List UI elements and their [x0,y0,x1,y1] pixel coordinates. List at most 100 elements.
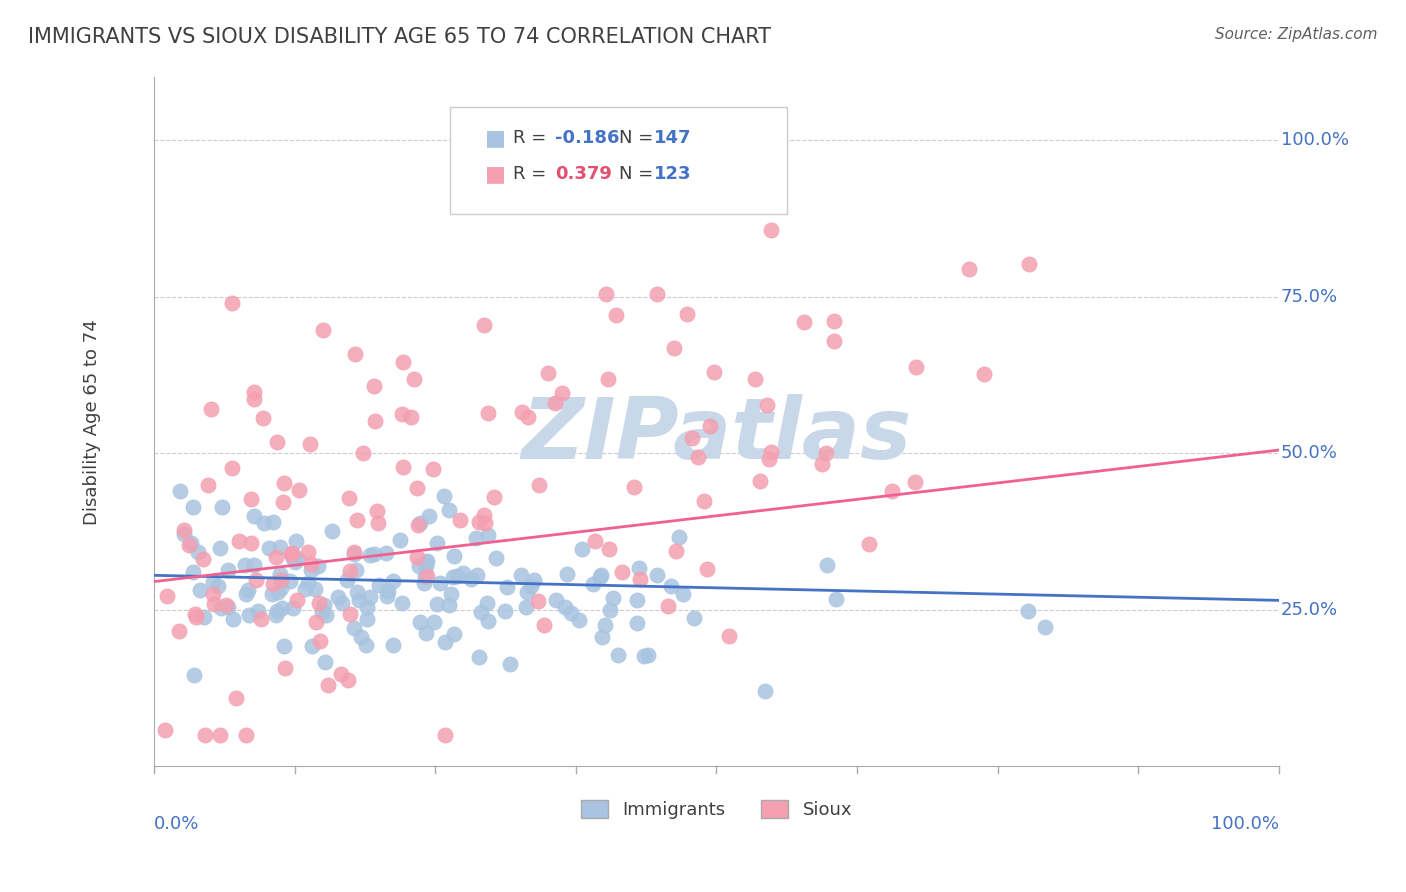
Point [312,598,335,612]
Point [314,656,336,670]
Point [298,437,321,451]
Point [208,541,231,556]
Point [360,548,382,562]
Point [207,579,229,593]
Text: 100.0%: 100.0% [1281,131,1348,149]
Point [451,566,474,580]
Point [336,573,359,587]
Point [366,504,388,518]
Point [236,582,259,597]
Point [520,579,543,593]
Point [266,550,288,565]
Point [281,601,304,615]
Text: N =: N = [619,129,658,147]
Point [793,315,815,329]
Point [243,392,266,406]
Point [305,615,328,629]
Point [225,690,247,705]
Point [583,534,606,549]
Point [440,587,463,601]
Text: Source: ZipAtlas.com: Source: ZipAtlas.com [1215,27,1378,42]
Point [222,611,245,625]
Point [187,545,209,559]
Point [266,434,288,449]
Point [330,596,353,610]
Point [477,407,499,421]
Point [426,597,449,611]
Point [510,405,533,419]
Point [668,530,690,544]
Point [756,398,779,412]
Point [364,413,387,427]
Point [623,480,645,494]
Point [308,596,330,610]
Point [413,576,436,591]
Point [299,558,322,572]
Point [413,568,436,582]
Point [627,560,650,574]
Text: 0.0%: 0.0% [155,814,200,832]
Point [240,536,263,550]
Point [253,516,276,530]
Point [156,589,179,603]
Point [270,574,292,588]
Point [270,581,292,595]
Point [402,372,425,386]
Point [173,527,195,541]
Point [409,615,432,629]
Point [598,541,620,556]
Point [693,493,716,508]
Point [515,600,537,615]
Point [441,570,464,584]
Point [408,516,430,531]
Point [439,598,461,612]
Point [339,565,361,579]
Point [233,558,256,573]
Point [267,584,290,599]
Point [243,508,266,523]
Text: N =: N = [619,165,658,183]
Point [472,318,495,332]
Point [309,633,332,648]
Point [311,605,333,619]
Point [284,555,307,569]
Point [297,575,319,590]
Point [399,410,422,425]
Point [184,610,207,624]
Point [228,534,250,549]
Point [266,604,288,618]
Text: ■: ■ [485,128,506,148]
Point [391,596,413,610]
Point [645,568,668,582]
Point [589,568,612,582]
Point [221,295,243,310]
Point [239,491,262,506]
Point [202,574,225,589]
Point [880,483,903,498]
Point [202,598,225,612]
Point [759,223,782,237]
Point [533,617,555,632]
Point [686,450,709,464]
Point [217,563,239,577]
Point [343,347,366,361]
Point [571,541,593,556]
Point [591,631,613,645]
Point [759,444,782,458]
Point [359,590,381,604]
Point [235,587,257,601]
Point [382,639,405,653]
Text: 25.0%: 25.0% [1281,600,1339,619]
Point [339,607,361,621]
Point [262,577,284,591]
Point [748,474,770,488]
Point [662,341,685,355]
Point [167,624,190,638]
Text: 147: 147 [654,129,692,147]
Point [645,287,668,301]
Point [484,490,506,504]
Point [181,566,204,580]
Point [337,673,360,688]
Point [287,483,309,497]
Point [560,607,582,621]
